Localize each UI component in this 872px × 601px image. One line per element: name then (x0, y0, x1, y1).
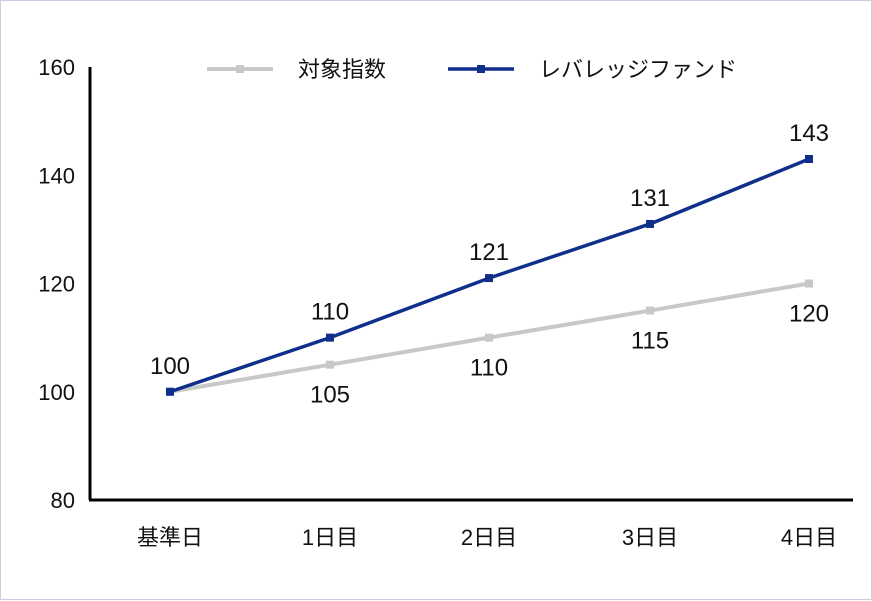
data-point (326, 360, 334, 369)
y-tick-labels: 80 100 120 140 160 (38, 55, 75, 513)
y-tick-label: 100 (38, 380, 75, 405)
series-layer (166, 155, 813, 396)
data-label: 110 (311, 299, 349, 326)
legend-label: 対象指数 (298, 57, 386, 82)
y-tick-label: 120 (38, 272, 75, 297)
x-tick-label: 1日目 (302, 525, 358, 550)
data-labels: 105 110 115 120 100 110 121 131 143 (150, 120, 829, 409)
data-point (326, 333, 334, 342)
legend: 対象指数 レバレッジファンド (207, 57, 737, 82)
data-point (166, 387, 174, 396)
y-tick-label: 160 (38, 55, 75, 80)
x-tick-label: 4日目 (781, 525, 837, 550)
legend-label: レバレッジファンド (539, 57, 737, 82)
data-label: 115 (631, 328, 669, 355)
legend-marker (236, 65, 244, 73)
data-label: 121 (469, 239, 509, 266)
data-point (646, 219, 654, 228)
y-tick-label: 140 (38, 163, 75, 188)
legend-marker (477, 65, 485, 73)
x-tick-label: 3日目 (622, 525, 678, 550)
data-label: 120 (789, 301, 829, 328)
data-point (646, 306, 654, 315)
y-tick-label: 80 (51, 488, 75, 513)
x-tick-label: 基準日 (137, 525, 203, 550)
data-label: 110 (470, 355, 508, 382)
data-label: 143 (789, 120, 829, 147)
data-label: 105 (310, 382, 350, 409)
data-point (805, 155, 813, 164)
data-point (805, 279, 813, 288)
data-label: 100 (150, 353, 190, 380)
data-point (485, 274, 493, 283)
x-tick-label: 2日目 (461, 525, 517, 550)
data-point (485, 333, 493, 342)
data-label: 131 (630, 185, 670, 212)
x-tick-labels: 基準日 1日目 2日目 3日目 4日目 (137, 525, 837, 550)
